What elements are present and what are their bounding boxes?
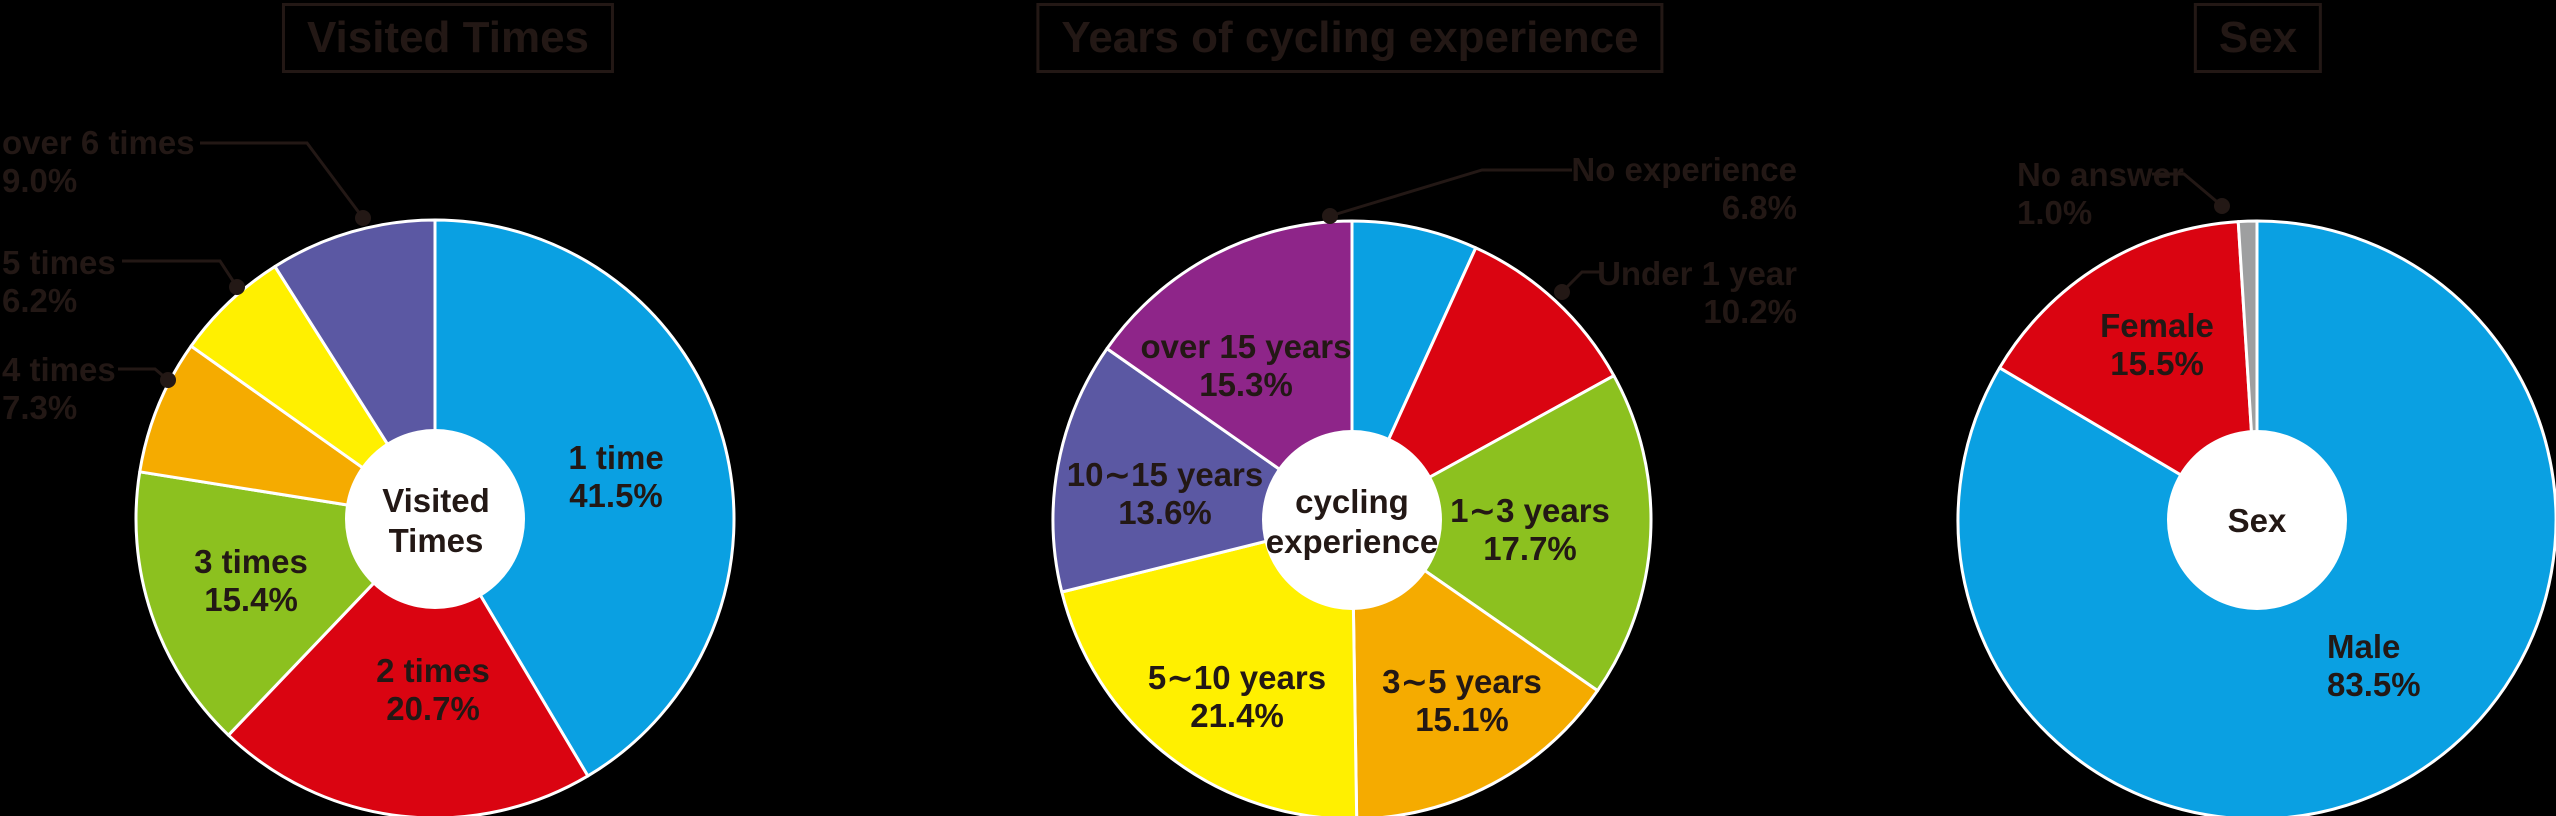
segment-label-10-15-years: 10∼15 years 13.6% [1067, 456, 1264, 532]
pie-segment-1-3-years [1350, 374, 1653, 693]
leader-line-5-times [122, 259, 239, 288]
leader-dot-under-1-year [1554, 284, 1570, 300]
segment-name: Female [2100, 307, 2214, 344]
segment-name: No answer [2017, 156, 2184, 193]
segment-pct: 7.3% [2, 389, 78, 426]
leader-dot-over-6-times [355, 210, 371, 226]
segment-name: 1 time [568, 439, 664, 476]
center-label-line: Visited [382, 482, 490, 519]
pie-segment-1-time [433, 218, 736, 778]
pie-segment-male [1956, 219, 2556, 816]
pie-segment-2-times [226, 517, 590, 816]
donut-hole-sex [2167, 430, 2347, 610]
segment-label-5-10-years: 5∼10 years 21.4% [1148, 659, 1326, 735]
segment-name: 3 times [194, 543, 308, 580]
segment-pct: 15.1% [1415, 701, 1509, 738]
chart-title-sex: Sex [2193, 3, 2323, 73]
segment-name: 5 times [2, 244, 116, 281]
pie-segment-3-5-years [1350, 518, 1600, 816]
leader-dot-no-experience [1322, 208, 1338, 224]
segment-label-over-6-times: over 6 times 9.0% [2, 124, 195, 200]
segment-name: 10∼15 years [1066, 456, 1264, 493]
chart-title-text: Sex [2218, 13, 2298, 62]
pie-years-of-cycling-experience [1051, 219, 1653, 816]
segment-pct: 21.4% [1190, 697, 1284, 734]
pie-sex [1956, 219, 2556, 816]
segment-label-3-5-years: 3∼5 years 15.1% [1382, 663, 1542, 739]
donut-center-label-cycling-experience: cycling experience [1266, 482, 1438, 562]
center-label-line: Times [388, 522, 484, 559]
segment-label-over-15-years: over 15 years 15.3% [1140, 328, 1351, 404]
leader-dot-4-times [160, 372, 176, 388]
center-label-line: cycling [1295, 483, 1409, 520]
chart-title-visited-times: Visited Times [281, 3, 615, 73]
segment-name: 2 times [376, 652, 490, 689]
segment-pct: 9.0% [2, 162, 78, 199]
segment-pct: 15.3% [1199, 366, 1293, 403]
segment-name: over 15 years [1140, 328, 1352, 365]
pie-segment-over-15-years [1105, 219, 1354, 522]
segment-label-1-3-years: 1∼3 years 17.7% [1450, 492, 1610, 568]
leader-line-over-6-times [200, 141, 365, 219]
segment-label-no-answer: No answer 1.0% [2017, 156, 2184, 232]
segment-pct: 17.7% [1483, 530, 1577, 567]
segment-pct: 83.5% [2327, 666, 2421, 703]
donut-center-label-sex: Sex [2228, 501, 2287, 541]
segment-name: Male [2327, 628, 2401, 665]
segment-pct: 20.7% [386, 690, 480, 727]
segment-label-no-experience: No experience 6.8% [1571, 151, 1797, 227]
segment-label-2-times: 2 times 20.7% [376, 652, 490, 728]
leader-line-no-answer [2152, 172, 2223, 208]
chart-title-text: Visited Times [306, 13, 590, 62]
segment-pct: 6.8% [1721, 189, 1797, 226]
donut-center-label-visited-times: Visited Times [382, 481, 490, 561]
center-label-line: experience [1265, 523, 1439, 560]
segment-pct: 6.2% [2, 282, 78, 319]
pie-segment-under-1-year [1350, 246, 1616, 522]
pie-segment-female [1998, 220, 2259, 522]
leader-line-no-experience [1329, 168, 1572, 218]
segment-name: 1∼3 years [1450, 492, 1610, 529]
segment-label-male: Male 83.5% [2327, 628, 2421, 704]
chart-title-cycling-experience: Years of cycling experience [1036, 3, 1664, 73]
segment-label-under-1-year: Under 1 year 10.2% [1597, 255, 1797, 331]
segment-name: 3∼5 years [1382, 663, 1542, 700]
segment-name: Under 1 year [1597, 255, 1797, 292]
segment-pct: 15.5% [2110, 345, 2204, 382]
segment-name: No experience [1571, 151, 1797, 188]
segment-pct: 10.2% [1703, 293, 1797, 330]
leader-dot-no-answer [2214, 198, 2230, 214]
segment-label-5-times: 5 times 6.2% [2, 244, 116, 320]
segment-name: over 6 times [2, 124, 195, 161]
chart-title-text: Years of cycling experience [1061, 13, 1639, 62]
segment-label-3-times: 3 times 15.4% [194, 543, 308, 619]
center-label-line: Sex [2227, 502, 2287, 539]
segment-name: 4 times [2, 351, 116, 388]
segment-pct: 41.5% [569, 477, 663, 514]
pie-visited-times [134, 218, 736, 816]
segment-label-4-times: 4 times 7.3% [2, 351, 116, 427]
donut-hole-years-of-cycling-experience [1262, 430, 1442, 610]
segment-label-female: Female 15.5% [2100, 307, 2214, 383]
donut-hole-visited-times [345, 429, 525, 609]
leader-line-under-1-year [1560, 270, 1600, 294]
segment-pct: 15.4% [204, 581, 298, 618]
segment-name: 5∼10 years [1147, 659, 1327, 696]
segment-pct: 1.0% [2017, 194, 2093, 231]
segment-label-1-time: 1 time 41.5% [568, 439, 663, 515]
leader-dot-5-times [229, 279, 245, 295]
segment-pct: 13.6% [1118, 494, 1212, 531]
